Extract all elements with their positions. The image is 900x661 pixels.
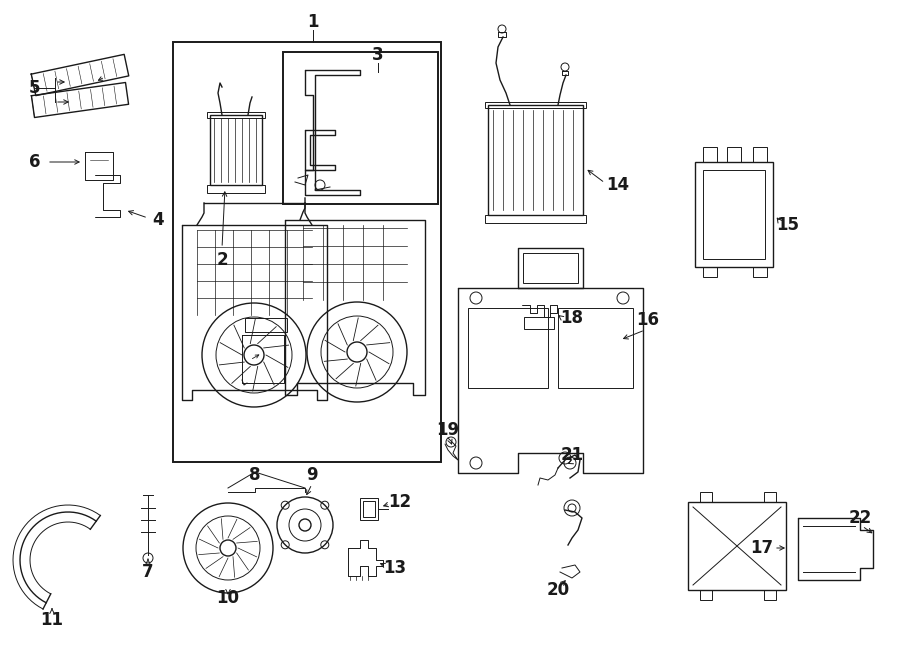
Bar (173, 42, 441, 462)
Bar (488, 105, 583, 215)
Text: 5: 5 (29, 79, 40, 97)
Text: 9: 9 (306, 466, 318, 484)
Bar (688, 502, 786, 590)
Text: 21: 21 (561, 446, 583, 464)
Bar (524, 317, 554, 329)
Bar (207, 112, 265, 118)
Bar (700, 590, 712, 600)
Text: 15: 15 (777, 216, 799, 234)
Text: 14: 14 (607, 176, 630, 194)
Bar (764, 590, 776, 600)
Text: 12: 12 (389, 493, 411, 511)
Bar (558, 308, 633, 388)
Text: 16: 16 (636, 311, 660, 329)
Text: 20: 20 (546, 581, 570, 599)
Bar (703, 267, 717, 277)
Text: 18: 18 (561, 309, 583, 327)
Bar (283, 52, 438, 204)
Bar (485, 215, 586, 223)
Text: 19: 19 (436, 421, 460, 439)
Bar (753, 147, 767, 162)
Bar (245, 318, 287, 332)
Text: 17: 17 (751, 539, 774, 557)
Bar (727, 147, 741, 162)
Text: 4: 4 (152, 211, 164, 229)
Bar (764, 492, 776, 502)
Bar (523, 253, 578, 283)
Bar (703, 147, 717, 162)
Text: 2: 2 (216, 251, 228, 269)
Bar (700, 492, 712, 502)
Bar (695, 162, 773, 267)
Bar (210, 115, 262, 185)
Text: 10: 10 (217, 589, 239, 607)
Text: 8: 8 (249, 466, 261, 484)
Text: 11: 11 (40, 611, 64, 629)
Bar (753, 267, 767, 277)
Text: 1: 1 (307, 13, 319, 31)
Bar (207, 185, 265, 193)
Bar (468, 308, 548, 388)
Text: 7: 7 (142, 563, 154, 581)
Text: 6: 6 (29, 153, 40, 171)
Bar (703, 170, 765, 259)
Text: 3: 3 (373, 46, 383, 64)
Bar (485, 102, 586, 108)
Text: 22: 22 (849, 509, 871, 527)
Bar (363, 501, 375, 517)
Text: 13: 13 (383, 559, 407, 577)
Bar (360, 498, 378, 520)
